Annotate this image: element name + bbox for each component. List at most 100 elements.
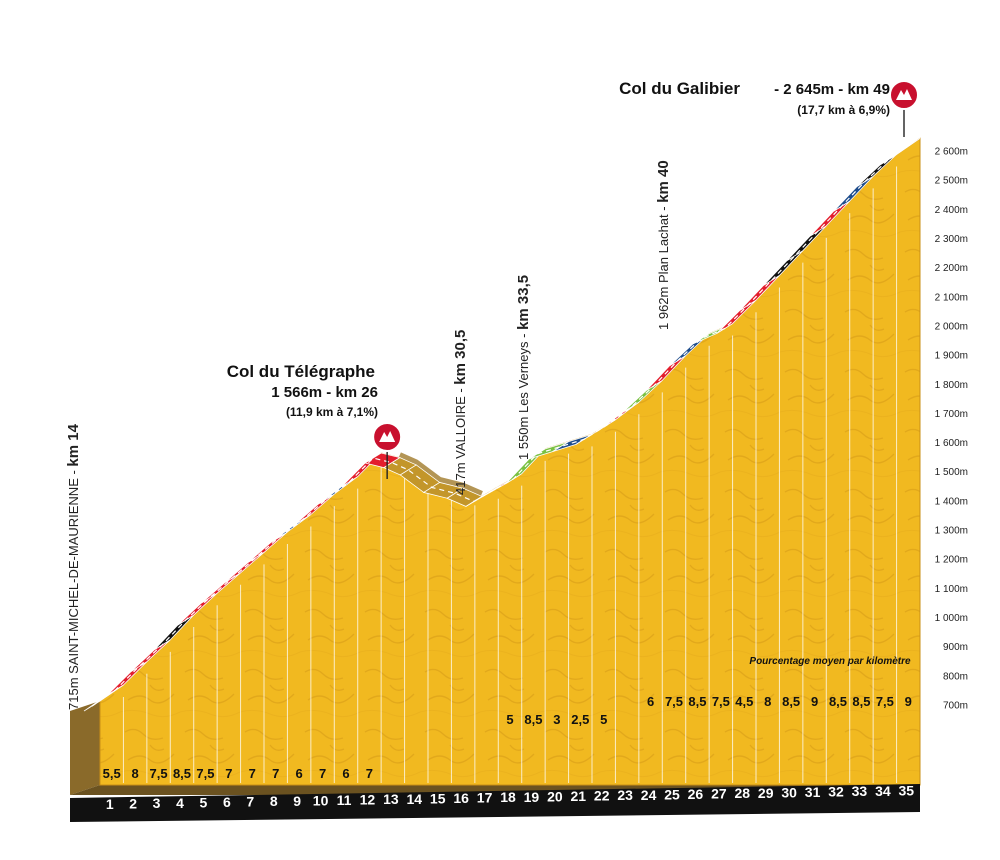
- km-label: 18: [500, 789, 516, 805]
- km-label: 35: [898, 782, 914, 798]
- km-label: 13: [383, 791, 399, 807]
- km-label: 17: [477, 790, 493, 806]
- percent-label: 5: [600, 712, 607, 727]
- km-strip-band: [70, 784, 920, 822]
- summit-name: Col du Galibier: [619, 79, 740, 98]
- percent-label: 7: [272, 766, 279, 781]
- terrain-area: [99, 137, 921, 786]
- waypoint-label: 417m VALLOIRE - km 30,5: [452, 330, 469, 495]
- km-label: 27: [711, 786, 727, 802]
- km-label: 30: [781, 784, 797, 800]
- percent-label: 7: [366, 766, 373, 781]
- km-label: 26: [688, 786, 704, 802]
- altitude-tick-label: 1 600m: [935, 438, 968, 449]
- km-label: 31: [805, 784, 821, 800]
- km-label: 1: [106, 796, 114, 812]
- percent-label: 9: [905, 694, 912, 709]
- km-label: 12: [360, 792, 376, 808]
- altitude-tick-label: 1 100m: [935, 584, 968, 595]
- km-label: 15: [430, 790, 446, 806]
- percent-label: 5: [506, 712, 513, 727]
- percent-label: 7: [225, 766, 232, 781]
- percent-label: 8: [764, 694, 771, 709]
- percent-labels: 5,5 8 7,5 8,5 7,5 7 7 7 6 7 6 7 5 8,5 3 2,5 5 6 7,5 8,5 7,5 4…: [103, 656, 912, 781]
- km-label: 16: [453, 790, 469, 806]
- percent-label: 7,5: [150, 766, 168, 781]
- altitude-tick-label: 800m: [943, 671, 968, 682]
- waypoint-name: 715m SAINT-MICHEL-DE-MAURIENNE -: [66, 467, 81, 710]
- km-label: 24: [641, 787, 657, 803]
- percent-label: 8,5: [173, 766, 191, 781]
- mountain-icon: [379, 431, 396, 442]
- km-label: 29: [758, 785, 774, 801]
- waypoint-km: km 30,5: [452, 330, 469, 385]
- km-label: 34: [875, 783, 891, 799]
- altitude-tick-label: 2 400m: [935, 205, 968, 216]
- km-label: 8: [270, 793, 278, 809]
- km-label: 3: [153, 795, 161, 811]
- waypoint-km: km 33,5: [515, 275, 532, 330]
- mountain-icon: [896, 89, 912, 100]
- percent-label: 8,5: [688, 694, 706, 709]
- percent-label: 8,5: [829, 694, 847, 709]
- terrain-fill: [99, 137, 921, 786]
- percent-label: 8,5: [852, 694, 870, 709]
- percent-label: 7,5: [712, 694, 730, 709]
- altitude-tick-label: 1 800m: [935, 380, 968, 391]
- km-label: 28: [734, 785, 750, 801]
- km-label: 4: [176, 795, 184, 811]
- altitude-tick-label: 1 900m: [935, 351, 968, 362]
- altitude-tick-label: 900m: [943, 642, 968, 653]
- altitude-tick-label: 1 300m: [935, 526, 968, 537]
- percent-label: 8: [132, 766, 139, 781]
- altitude-tick-label: 1 200m: [935, 555, 968, 566]
- altitude-tick-label: 1 700m: [935, 409, 968, 420]
- waypoint-name: 1 962m Plan Lachat -: [656, 203, 671, 330]
- waypoint-name: 417m VALLOIRE -: [453, 385, 468, 495]
- altitude-tick-label: 2 500m: [935, 176, 968, 187]
- waypoint-label: 1 962m Plan Lachat - km 40: [655, 160, 672, 330]
- percent-note: Pourcentage moyen par kilomètre: [749, 656, 911, 667]
- waypoint-label: 715m SAINT-MICHEL-DE-MAURIENNE - km 14: [65, 423, 82, 710]
- km-label: 9: [293, 793, 301, 809]
- percent-label: 9: [811, 694, 818, 709]
- percent-label: 6: [647, 694, 654, 709]
- altitude-tick-label: 1 400m: [935, 496, 968, 507]
- km-label: 23: [617, 787, 633, 803]
- percent-label: 7,5: [876, 694, 894, 709]
- km-label: 10: [313, 792, 329, 808]
- km-label: 11: [337, 792, 352, 808]
- altitude-tick-label: 2 600m: [935, 147, 968, 158]
- gradient-road-band: [83, 138, 921, 712]
- summit-name: Col du Télégraphe: [227, 362, 375, 381]
- km-strip: 1 2 3 4 5 6 7 8 9 10 11 12 13 14 15 16 17 18 19 20 21 22 23 24 2…: [70, 782, 920, 822]
- percent-label: 7: [249, 766, 256, 781]
- waypoint-km: km 14: [65, 423, 82, 466]
- waypoint-label: 1 550m Les Verneys - km 33,5: [515, 275, 532, 460]
- km-label: 21: [570, 788, 586, 804]
- percent-label: 2,5: [571, 712, 589, 727]
- km-label: 19: [524, 789, 540, 805]
- summit-info: 1 566m - km 26: [271, 384, 378, 401]
- percent-label: 6: [342, 766, 349, 781]
- percent-label: 7,5: [196, 766, 214, 781]
- waypoint-name: 1 550m Les Verneys -: [516, 330, 531, 460]
- base-left-face: [70, 701, 100, 795]
- km-label: 14: [406, 791, 422, 807]
- road-center-line: [91, 143, 913, 707]
- km-label: 32: [828, 784, 844, 800]
- altitude-tick-label: 1 500m: [935, 467, 968, 478]
- waypoint-km: km 40: [655, 160, 672, 203]
- percent-label: 8,5: [782, 694, 800, 709]
- percent-label: 5,5: [103, 766, 121, 781]
- km-label: 20: [547, 788, 563, 804]
- summit-detail: (11,9 km à 7,1%): [286, 405, 378, 419]
- km-label: 25: [664, 786, 680, 802]
- km-label: 22: [594, 788, 610, 804]
- altitude-tick-label: 2 200m: [935, 263, 968, 274]
- annotations: Col du Télégraphe 1 566m - km 26 (11,9 km …: [65, 79, 919, 710]
- summit-info: - 2 645m - km 49: [774, 81, 890, 98]
- summit-marker-telegraphe: [372, 422, 403, 479]
- percent-label: 8,5: [524, 712, 542, 727]
